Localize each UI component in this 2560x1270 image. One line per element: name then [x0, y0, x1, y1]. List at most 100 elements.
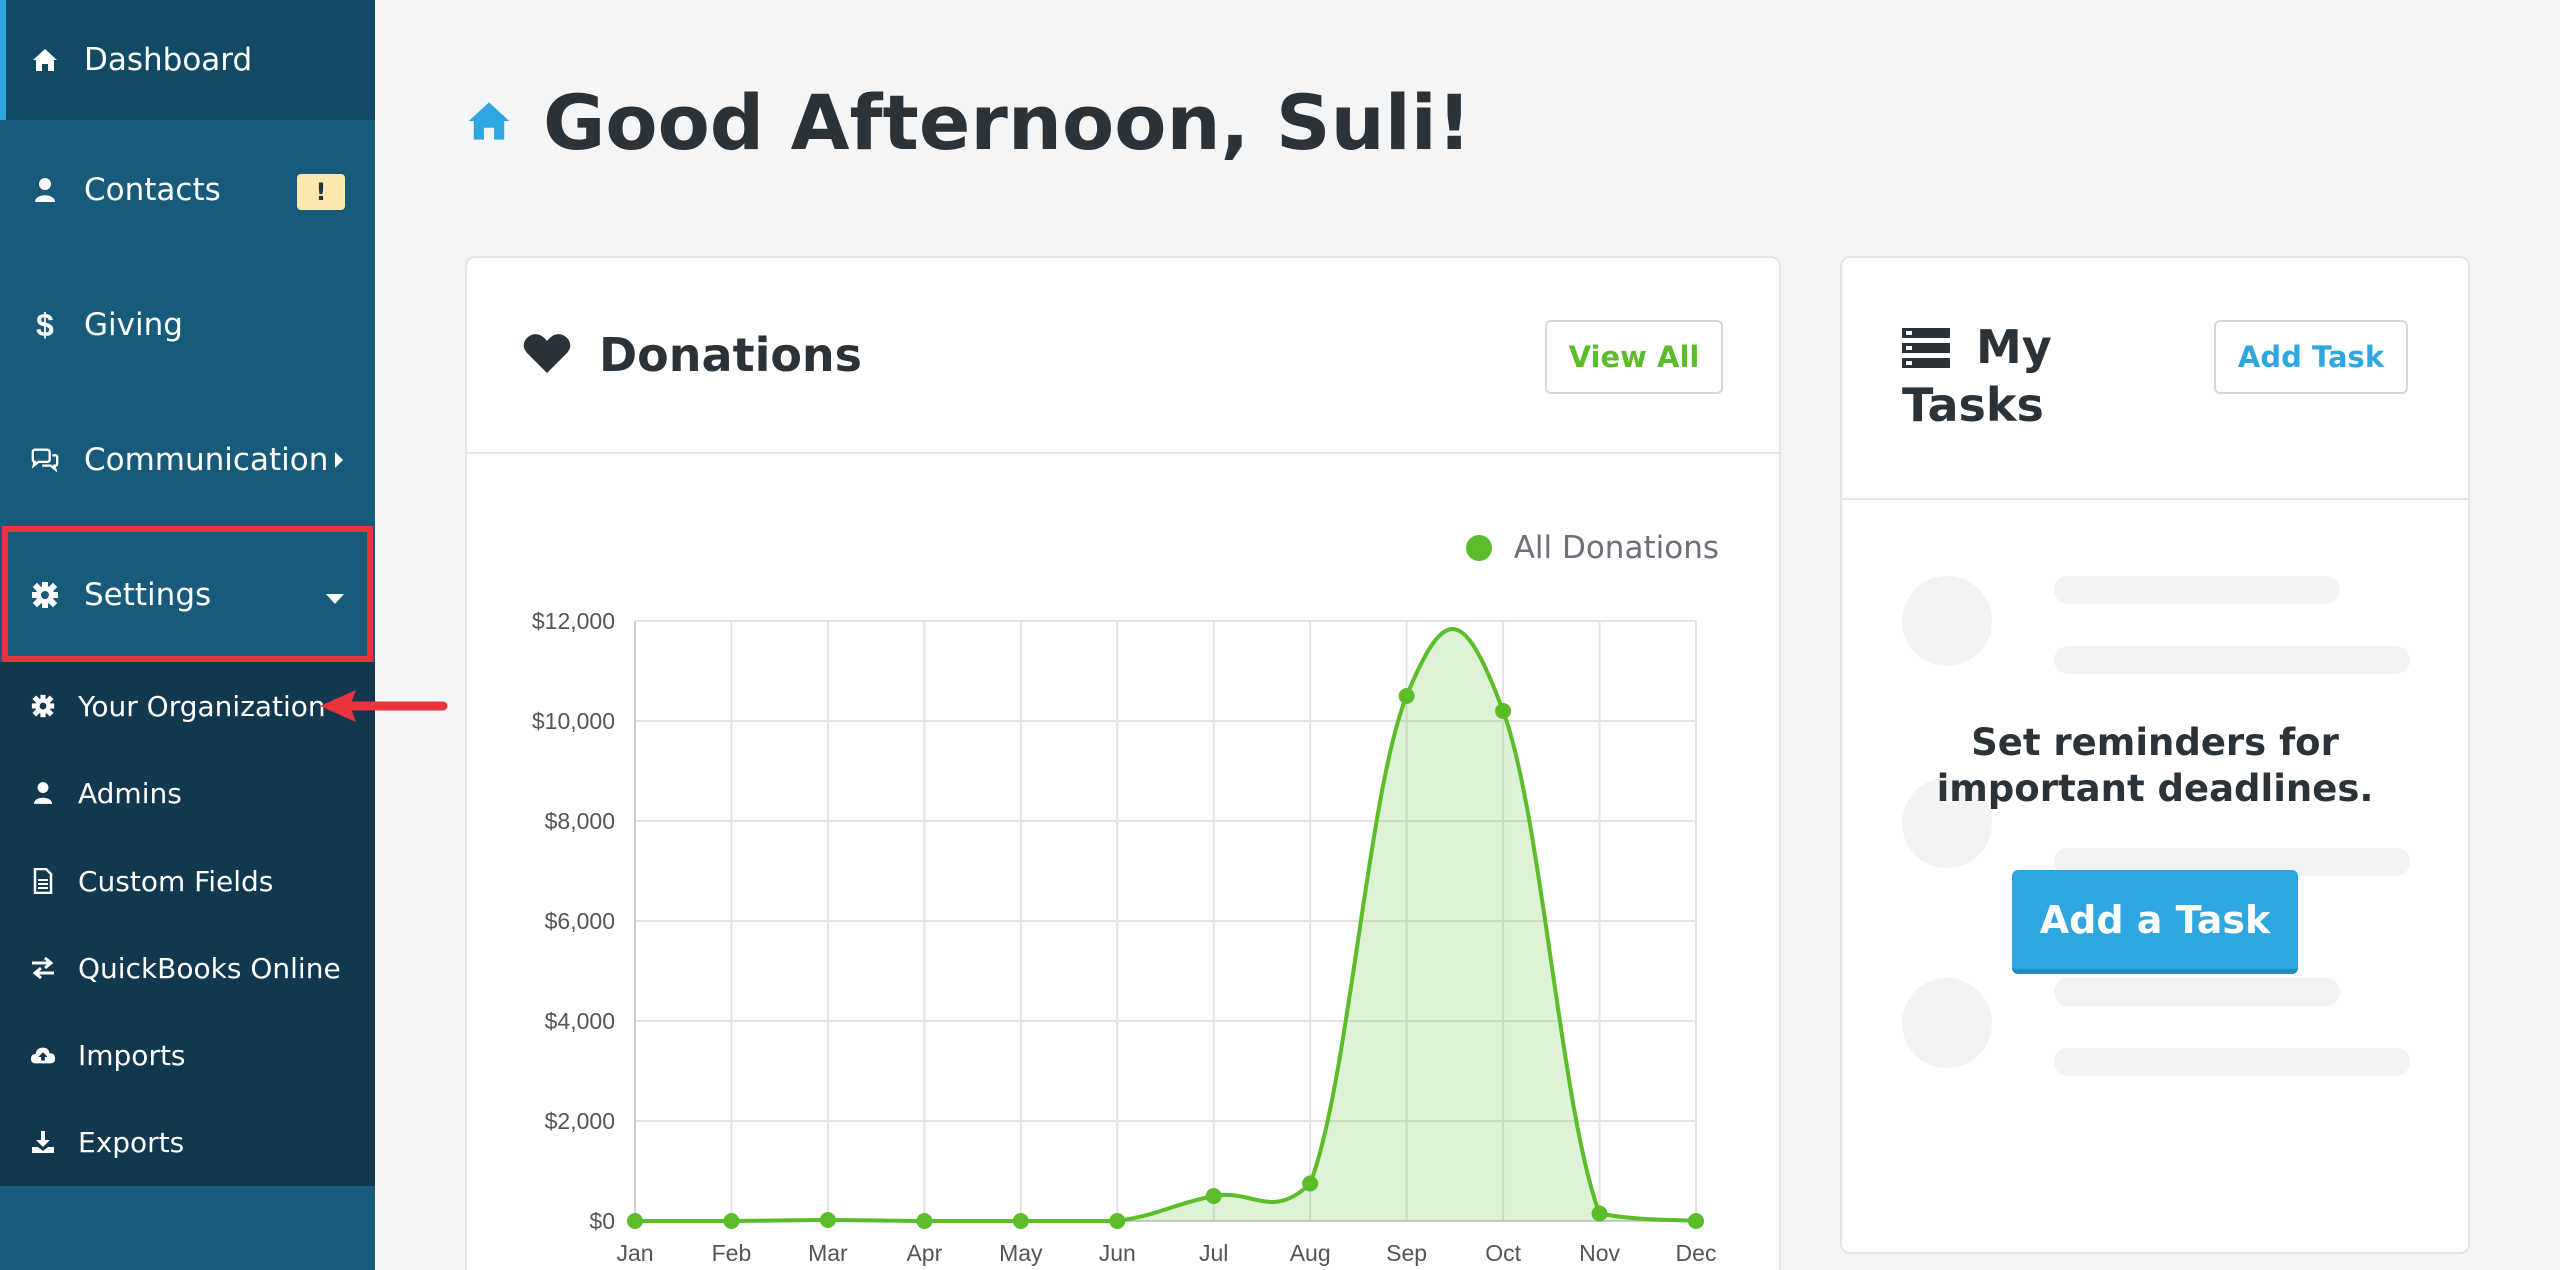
sidebar-item-contacts[interactable]: Contacts !	[0, 130, 375, 250]
tasks-empty-message: Set reminders for important deadlines.	[1842, 720, 2468, 812]
data-point	[1012, 1213, 1029, 1229]
tasks-icon	[1902, 328, 1950, 374]
donations-title: Donations	[599, 328, 863, 382]
sidebar-item-settings[interactable]: Settings	[0, 535, 375, 655]
skeleton-avatar	[1902, 778, 1992, 868]
x-tick-label: Mar	[808, 1240, 848, 1266]
view-all-button[interactable]: View All	[1545, 320, 1723, 394]
sidebar-item-label: Settings	[84, 577, 212, 613]
skeleton-line	[2054, 576, 2340, 604]
highlight-box	[2, 526, 373, 662]
submenu-item-label: Your Organization	[78, 689, 326, 723]
sidebar-item-dashboard[interactable]: Dashboard	[0, 0, 375, 120]
annotation-arrow	[320, 690, 448, 722]
data-point	[1591, 1205, 1608, 1222]
heart-icon	[523, 332, 571, 378]
series-area	[635, 629, 1696, 1221]
data-point	[1688, 1213, 1704, 1229]
submenu-item-label: Admins	[78, 776, 182, 810]
y-tick-label: $8,000	[545, 808, 615, 834]
x-tick-label: Oct	[1485, 1240, 1521, 1266]
svg-text:$: $	[36, 309, 54, 341]
data-point	[627, 1213, 643, 1229]
y-tick-label: $10,000	[532, 708, 615, 734]
data-point	[1302, 1175, 1319, 1192]
donations-chart: $0 $2,000 $4,000 $6,000 $8,000 $10,000 $12,000…	[532, 608, 1717, 1266]
legend-swatch	[1465, 535, 1492, 561]
chevron-right-icon	[333, 442, 345, 478]
page-title: Good Afternoon, Suli!	[543, 78, 1472, 167]
x-tick-label: Dec	[1676, 1240, 1717, 1266]
data-point	[1205, 1188, 1222, 1204]
cloud-upload-icon	[30, 1044, 56, 1066]
settings-submenu: Your Organization Admins Custom Fields Q…	[0, 662, 375, 1186]
add-task-button[interactable]: Add Task	[2214, 320, 2408, 394]
download-icon	[30, 1130, 56, 1154]
chevron-down-icon	[325, 577, 345, 613]
skeleton-avatar	[1902, 576, 1992, 666]
y-tick-label: $4,000	[545, 1008, 615, 1034]
sidebar-item-label: Dashboard	[84, 42, 253, 78]
submenu-item-imports[interactable]: Imports	[0, 1015, 375, 1095]
gear-icon	[30, 581, 60, 609]
x-tick-label: Nov	[1579, 1240, 1620, 1266]
y-tick-label: $6,000	[545, 908, 615, 934]
skeleton-line	[2054, 1048, 2410, 1076]
x-tick-label: Apr	[906, 1240, 942, 1266]
tasks-title-second: Tasks	[1902, 378, 2044, 432]
sidebar-item-label: Giving	[84, 307, 183, 343]
submenu-item-custom-fields[interactable]: Custom Fields	[0, 841, 375, 921]
chat-icon	[30, 447, 60, 473]
dollar-icon: $	[30, 309, 60, 341]
submenu-item-quickbooks-online[interactable]: QuickBooks Online	[0, 928, 375, 1008]
y-tick-label: $2,000	[545, 1108, 615, 1134]
data-point	[1109, 1213, 1126, 1229]
x-tick-label: May	[999, 1240, 1043, 1266]
skeleton-avatar	[1902, 978, 1992, 1068]
series-line	[635, 627, 1697, 1224]
add-a-task-button[interactable]: Add a Task	[2012, 870, 2298, 974]
tasks-message-line: important deadlines.	[1936, 767, 2374, 810]
sidebar-item-giving[interactable]: $ Giving	[0, 265, 375, 385]
exchange-icon	[30, 957, 56, 979]
home-icon	[30, 47, 60, 73]
x-tick-label: Aug	[1290, 1240, 1331, 1266]
x-tick-label: Jul	[1199, 1240, 1228, 1266]
data-point	[723, 1213, 740, 1229]
submenu-item-exports[interactable]: Exports	[0, 1102, 375, 1182]
skeleton-line	[2054, 978, 2340, 1006]
sidebar-item-communication[interactable]: Communication	[0, 400, 375, 520]
data-point	[1398, 688, 1415, 704]
x-tick-label: Jan	[616, 1240, 653, 1266]
submenu-item-label: QuickBooks Online	[78, 951, 341, 985]
skeleton-line	[2054, 646, 2410, 674]
x-tick-label: Jun	[1099, 1240, 1136, 1266]
document-icon	[30, 868, 56, 894]
submenu-item-your-organization[interactable]: Your Organization	[0, 666, 375, 746]
y-tick-label: $0	[589, 1208, 615, 1234]
home-icon	[465, 99, 513, 147]
tasks-message-line: Set reminders for	[1971, 721, 2339, 764]
tasks-card-header: My Tasks Add Task	[1842, 258, 2468, 500]
donations-card: Donations View All All Donations $0 $2,00…	[465, 256, 1781, 1270]
user-icon	[30, 781, 56, 805]
sidebar: Dashboard Contacts ! $ Giving Communicat…	[0, 0, 375, 1270]
user-icon	[30, 177, 60, 203]
alert-badge: !	[297, 174, 345, 210]
legend-label: All Donations	[1513, 530, 1719, 566]
tasks-title-first: My	[1976, 320, 2052, 374]
submenu-item-label: Imports	[78, 1038, 186, 1072]
data-point	[1495, 703, 1512, 719]
chart-legend: All Donations	[1465, 530, 1719, 566]
tasks-card: My Tasks Add Task Set reminders for impo…	[1840, 256, 2470, 1254]
sidebar-item-label: Communication	[84, 442, 329, 478]
submenu-item-label: Exports	[78, 1125, 185, 1159]
data-point	[819, 1212, 836, 1228]
donations-card-header: Donations View All	[467, 258, 1779, 454]
y-tick-label: $12,000	[532, 608, 615, 634]
submenu-item-admins[interactable]: Admins	[0, 753, 375, 833]
sidebar-item-label: Contacts	[84, 172, 221, 208]
x-tick-label: Sep	[1386, 1240, 1427, 1266]
gear-icon	[30, 694, 56, 718]
page-header: Good Afternoon, Suli!	[465, 78, 1471, 167]
